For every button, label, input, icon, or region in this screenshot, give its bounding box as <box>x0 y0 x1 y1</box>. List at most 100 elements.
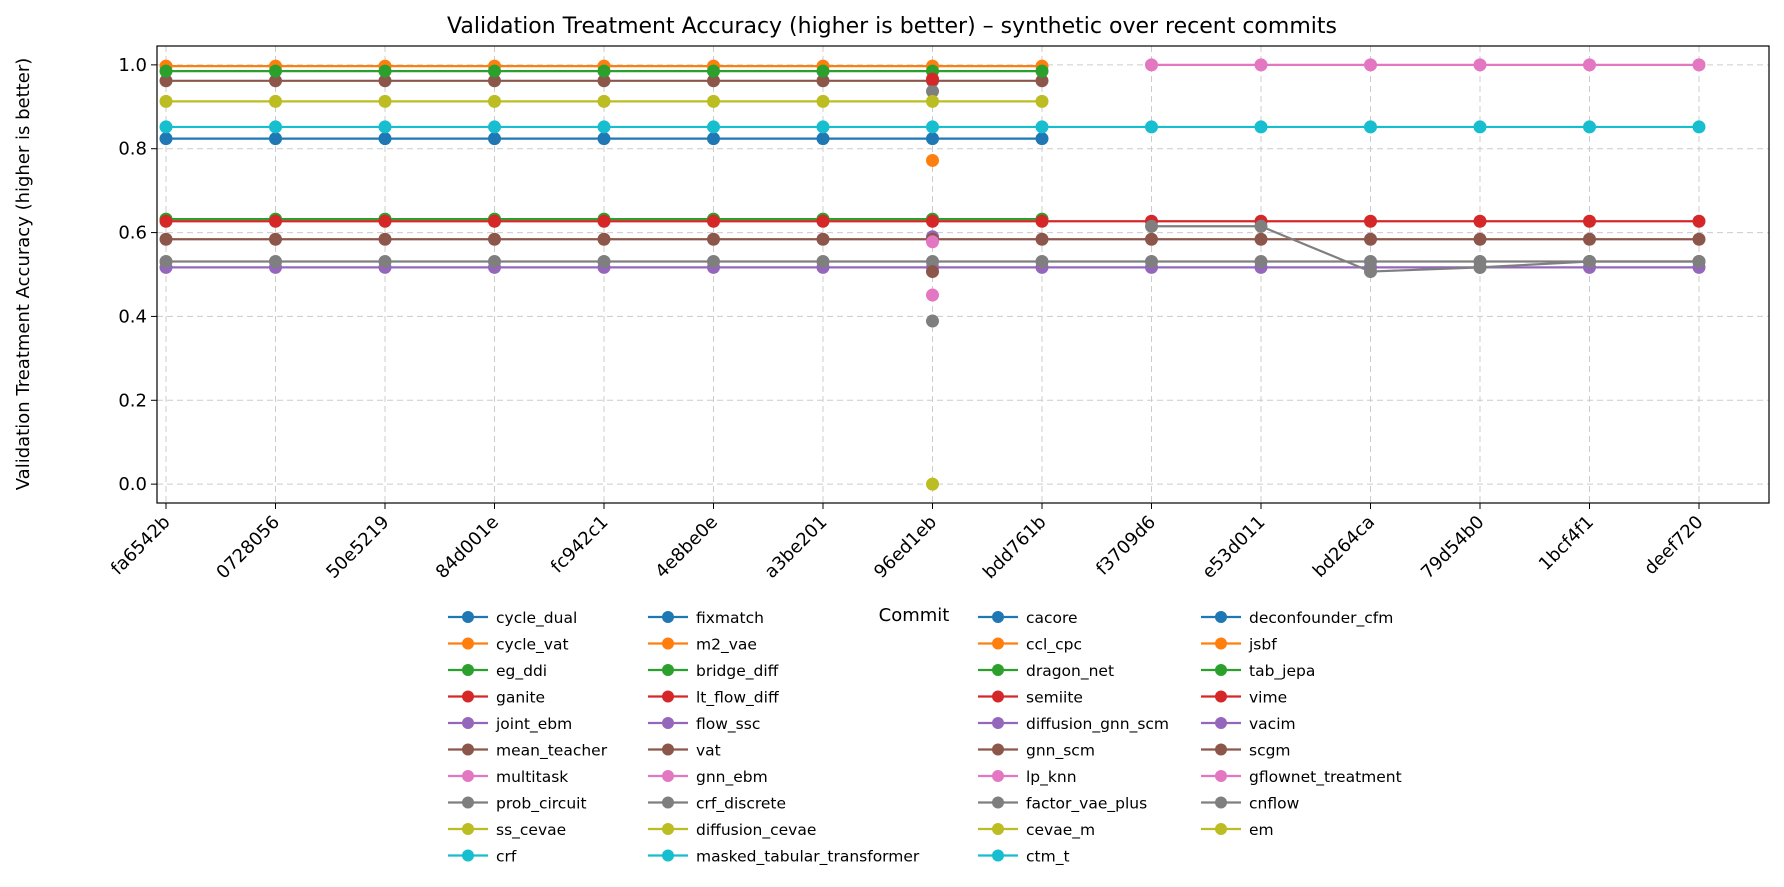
legend-label: multitask <box>496 768 568 786</box>
legend-label: ctm_t <box>1026 848 1070 867</box>
legend-swatch-marker <box>462 690 474 703</box>
data-point <box>816 120 830 134</box>
chart-title: Validation Treatment Accuracy (higher is… <box>447 14 1337 39</box>
data-point <box>926 94 939 108</box>
data-point <box>707 255 720 269</box>
data-point <box>1583 58 1596 72</box>
legend-label: lp_knn <box>1026 768 1077 787</box>
legend-swatch-marker <box>992 823 1004 835</box>
data-point <box>159 94 173 108</box>
legend-item-lp_knn: lp_knn <box>978 768 1077 787</box>
x-axis-label: Commit <box>879 605 950 626</box>
x-tick-label: e53d011 <box>1198 512 1269 583</box>
data-point <box>816 94 830 108</box>
data-point <box>597 74 611 88</box>
x-tick-label: f3709d6 <box>1092 512 1160 580</box>
data-point <box>1145 58 1158 72</box>
legend-swatch-marker <box>992 690 1004 703</box>
series-gnn_ebm <box>926 288 939 302</box>
legend-label: crf_discrete <box>696 795 786 814</box>
legend-item-crf: crf <box>448 848 517 866</box>
data-point <box>378 64 392 78</box>
x-tick-label: bd264ca <box>1309 512 1379 582</box>
y-tick-label: 0.2 <box>118 390 147 411</box>
legend-swatch-marker <box>992 770 1004 782</box>
legend-swatch-marker <box>462 717 474 729</box>
data-point <box>816 132 830 146</box>
legend-item-deconfounder_cfm: deconfounder_cfm <box>1201 609 1393 628</box>
legend-swatch-marker <box>992 717 1004 729</box>
series-factor_vae_plus <box>926 314 939 328</box>
plot-frame <box>156 45 1770 504</box>
x-tick-label: bdd761b <box>979 512 1050 583</box>
data-point <box>1692 120 1706 134</box>
data-point <box>378 120 392 134</box>
data-point <box>378 74 392 88</box>
data-point <box>1145 219 1158 233</box>
data-point <box>707 94 720 108</box>
data-point <box>159 132 173 146</box>
data-point <box>597 64 611 78</box>
legend-item-flow_ssc: flow_ssc <box>648 715 760 734</box>
data-point <box>707 132 720 146</box>
legend-item-joint_ebm: joint_ebm <box>448 715 572 734</box>
data-point <box>1035 232 1049 246</box>
series-m2_vae <box>926 153 939 167</box>
series-diffusion_cevae <box>926 477 939 491</box>
legend-swatch-marker <box>662 637 674 650</box>
legend-swatch-marker <box>992 664 1004 676</box>
legend-item-eg_ddi: eg_ddi <box>448 662 547 681</box>
data-point <box>159 64 173 78</box>
series-ganite <box>159 214 1706 228</box>
legend-item-cycle_dual: cycle_dual <box>448 609 577 628</box>
data-point <box>488 132 501 146</box>
x-tick-label: 96ed1eb <box>870 512 941 583</box>
legend-item-cevae_m: cevae_m <box>978 821 1095 840</box>
data-point <box>816 214 830 228</box>
legend-swatch-marker <box>662 770 674 782</box>
legend-label: dragon_net <box>1026 662 1114 681</box>
data-point <box>926 265 939 279</box>
data-point <box>1035 132 1049 146</box>
legend-item-em: em <box>1201 821 1274 839</box>
data-point <box>926 288 939 302</box>
data-point <box>269 74 282 88</box>
data-point <box>269 120 282 134</box>
legend-swatch-marker <box>1215 823 1227 835</box>
legend-item-multitask: multitask <box>448 768 568 786</box>
data-point <box>926 72 939 86</box>
legend-label: fixmatch <box>696 609 764 627</box>
legend-label: prob_circuit <box>496 795 587 814</box>
data-point <box>597 132 611 146</box>
data-point <box>1254 232 1268 246</box>
legend-item-gnn_scm: gnn_scm <box>978 742 1095 761</box>
data-point <box>1692 255 1706 269</box>
data-point <box>926 314 939 328</box>
data-point <box>816 74 830 88</box>
legend-label: diffusion_cevae <box>696 821 816 840</box>
legend-item-gflownet_treatment: gflownet_treatment <box>1201 768 1402 787</box>
legend-swatch-marker <box>1215 611 1227 623</box>
legend-swatch-marker <box>662 717 674 729</box>
data-point <box>1364 214 1377 228</box>
data-point <box>488 120 501 134</box>
data-point <box>597 120 611 134</box>
legend-swatch-marker <box>1215 743 1227 756</box>
data-point <box>488 232 501 246</box>
data-point <box>159 232 173 246</box>
data-point <box>1254 120 1268 134</box>
legend-swatch-marker <box>1215 770 1227 782</box>
x-tick-label: 84d001e <box>432 512 503 583</box>
data-point <box>488 64 501 78</box>
y-tick-label: 0.4 <box>118 306 147 327</box>
y-tick-label: 0.0 <box>118 474 147 495</box>
data-point <box>1473 260 1487 274</box>
data-point <box>1364 120 1377 134</box>
legend-label: cycle_vat <box>496 636 569 655</box>
grid-lines <box>157 46 1769 503</box>
legend-swatch-marker <box>462 611 474 623</box>
data-point <box>597 94 611 108</box>
legend-label: semiite <box>1026 689 1083 707</box>
legend-item-ganite: ganite <box>448 689 545 707</box>
data-point <box>269 132 282 146</box>
